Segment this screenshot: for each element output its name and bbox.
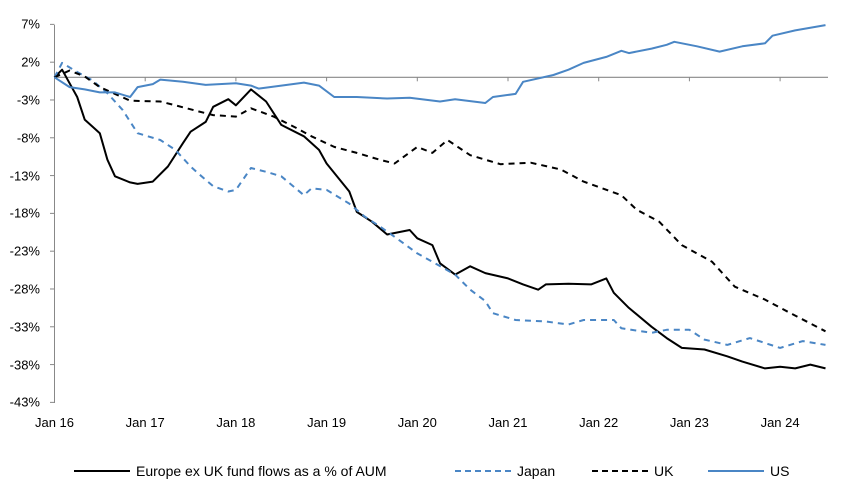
y-tick-label: -3% [16, 92, 40, 108]
y-tick-label: -18% [9, 205, 40, 221]
legend-swatch-solid-blue [708, 470, 764, 472]
x-tick-label: Jan 24 [760, 415, 800, 430]
x-tick-label: Jan 23 [669, 415, 709, 430]
x-tick-label: Jan 22 [579, 415, 619, 430]
legend-item-uk: UK [592, 460, 673, 482]
y-tick-label: 7% [21, 16, 40, 32]
legend-label: UK [654, 463, 674, 479]
legend: Europe ex UK fund flows as a % of AUM Ja… [0, 460, 852, 482]
legend-item-europe: Europe ex UK fund flows as a % of AUM [74, 460, 387, 482]
legend-label: US [770, 463, 790, 479]
legend-swatch-dashed-blue [455, 470, 511, 472]
series-line-uk [54, 69, 826, 333]
x-tick-label: Jan 21 [488, 415, 528, 430]
y-tick-label: -28% [9, 281, 40, 297]
x-tick-label: Jan 18 [216, 415, 256, 430]
legend-label: Europe ex UK fund flows as a % of AUM [136, 463, 387, 479]
y-tick-label: -23% [9, 243, 40, 259]
legend-swatch-dashed-black [592, 470, 648, 472]
y-tick-label: -13% [9, 168, 40, 184]
y-tick-label: -38% [9, 357, 40, 373]
x-tick-label: Jan 17 [125, 415, 165, 430]
series-line-us [53, 24, 826, 104]
y-tick-label: -33% [9, 319, 40, 335]
x-tick-label: Jan 16 [34, 415, 75, 430]
x-tick-label: Jan 19 [307, 415, 347, 430]
y-tick-label: -8% [16, 130, 40, 146]
x-tick-label: Jan 20 [397, 415, 437, 430]
legend-swatch-solid-black [74, 470, 130, 472]
legend-label: Japan [517, 463, 556, 479]
series-line-japan [53, 61, 826, 349]
legend-item-japan: Japan [455, 460, 555, 482]
y-tick-label: 2% [21, 54, 40, 70]
series-line-europe [53, 68, 826, 370]
y-tick-label: -43% [9, 394, 40, 410]
legend-item-us: US [708, 460, 789, 482]
